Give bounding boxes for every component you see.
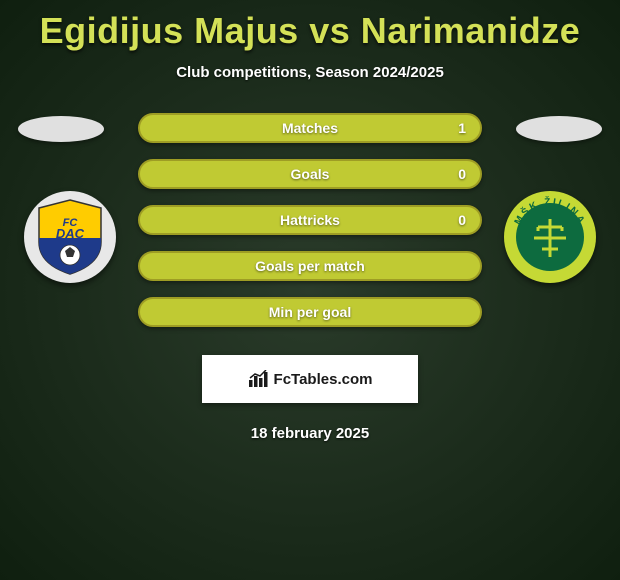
stat-label: Min per goal: [140, 304, 480, 320]
stat-label: Matches: [140, 120, 480, 136]
stat-pill: Min per goal: [138, 297, 482, 327]
stats-container: FC DAC MŠK ŽILINA Matches: [0, 113, 620, 327]
club-badge-right: MŠK ŽILINA: [504, 191, 596, 283]
stat-value-right: 0: [458, 166, 466, 182]
stat-value-right: 1: [458, 120, 466, 136]
date-text: 18 february 2025: [0, 425, 620, 442]
player-left-oval: [18, 116, 104, 142]
zilina-crest-icon: MŠK ŽILINA: [504, 191, 596, 283]
fctables-logo-text: FcTables.com: [274, 371, 373, 388]
page-title: Egidijus Majus vs Narimanidze: [0, 0, 620, 52]
fctables-logo-box: FcTables.com: [202, 355, 418, 403]
dac-crest-icon: FC DAC: [35, 198, 105, 276]
stat-pill: Goals per match: [138, 251, 482, 281]
stat-row: Goals0: [0, 159, 620, 189]
stat-row: Min per goal: [0, 297, 620, 327]
stat-label: Goals: [140, 166, 480, 182]
stat-pill: Matches1: [138, 113, 482, 143]
club-badge-left: FC DAC: [24, 191, 116, 283]
stat-label: Hattricks: [140, 212, 480, 228]
stat-value-right: 0: [458, 212, 466, 228]
stat-label: Goals per match: [140, 258, 480, 274]
player-right-oval: [516, 116, 602, 142]
stat-pill: Goals0: [138, 159, 482, 189]
svg-text:DAC: DAC: [56, 226, 85, 241]
bar-chart-icon: [248, 370, 270, 388]
subtitle: Club competitions, Season 2024/2025: [0, 64, 620, 81]
stat-pill: Hattricks0: [138, 205, 482, 235]
